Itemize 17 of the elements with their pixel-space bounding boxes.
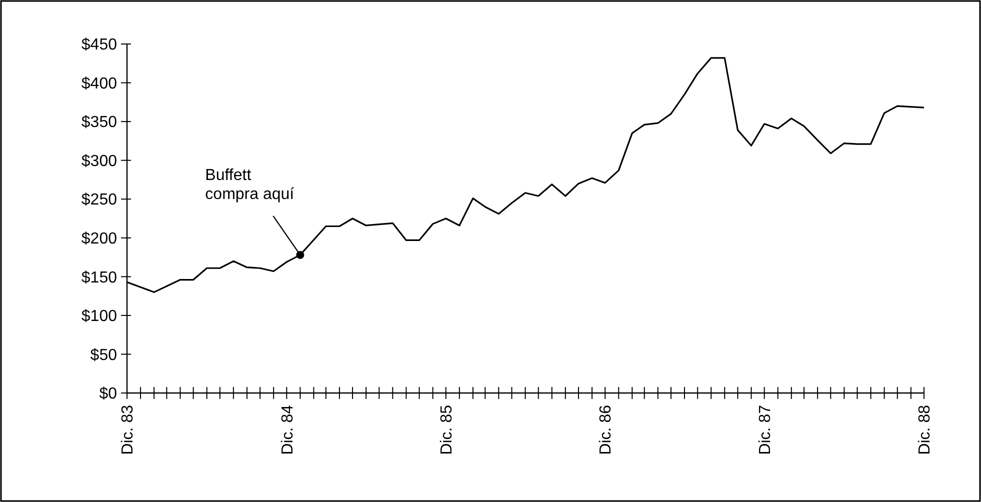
y-tick-label: $250: [81, 192, 118, 209]
y-tick-label: $150: [81, 269, 118, 286]
y-tick-label: $100: [81, 308, 118, 326]
y-tick-label: $400: [81, 75, 118, 92]
y-tick-label: $300: [81, 152, 118, 170]
y-tick-label: $0: [99, 386, 118, 403]
y-tick-label: $50: [90, 346, 118, 364]
y-tick-label: $200: [81, 230, 118, 248]
x-tick-label: Dic. 88: [916, 404, 934, 455]
x-tick-label: Dic. 83: [120, 404, 137, 455]
y-tick-label: $450: [81, 36, 118, 54]
x-tick-label: Dic. 85: [438, 404, 456, 455]
annotation: Buffett compra aquí: [205, 166, 295, 203]
x-tick-label: Dic. 87: [756, 404, 774, 455]
y-tick-label: $350: [81, 114, 118, 132]
x-tick-label: Dic. 86: [598, 404, 615, 455]
x-tick-label: Dic. 84: [279, 404, 296, 455]
